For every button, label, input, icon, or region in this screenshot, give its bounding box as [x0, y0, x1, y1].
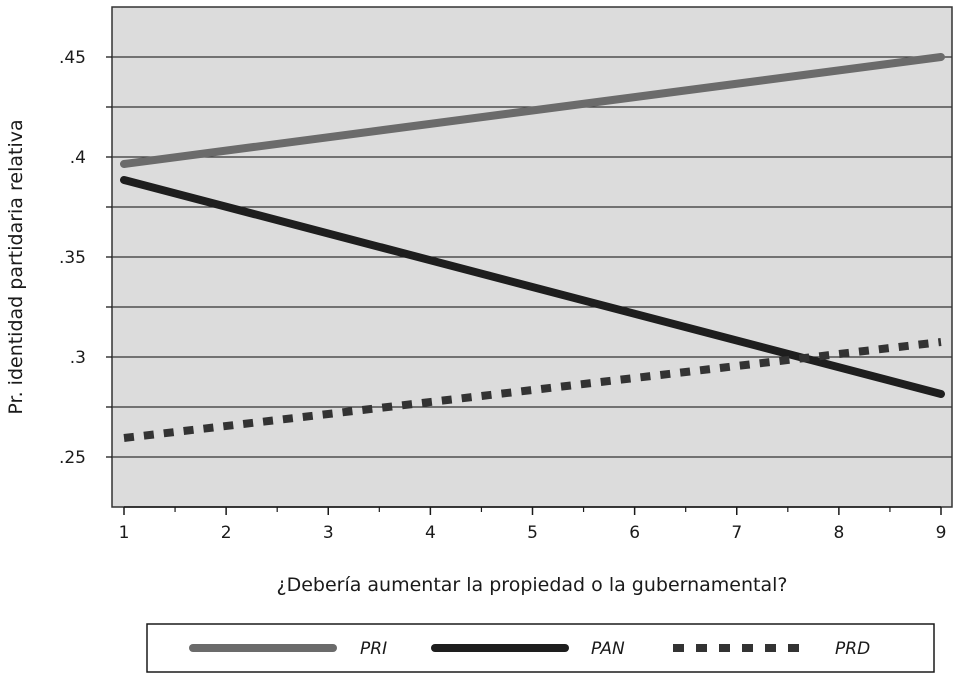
- y-tick-label: .45: [59, 48, 86, 68]
- x-tick-label: 6: [629, 523, 640, 543]
- x-tick-label: 1: [119, 523, 130, 543]
- legend-label-pan: PAN: [591, 639, 625, 659]
- x-tick-label: 2: [221, 523, 232, 543]
- y-axis-label: Pr. identidad partidaria relativa: [5, 119, 27, 414]
- x-tick-label: 5: [527, 523, 538, 543]
- legend-label-prd: PRD: [835, 639, 870, 659]
- y-tick-label: .3: [70, 348, 86, 368]
- x-tick-label: 7: [731, 523, 742, 543]
- series-line-pri: [120, 53, 945, 168]
- x-tick-label: 3: [323, 523, 334, 543]
- x-tick-label: 8: [833, 523, 844, 543]
- y-tick-label: .35: [59, 248, 86, 268]
- x-axis: 1 2 3 4 5 6 7 8 9: [119, 506, 947, 543]
- legend: PRI PAN PRD: [189, 639, 870, 659]
- y-axis: .25 .3 .35 .4 .45: [59, 48, 112, 468]
- grid-lines: [112, 56, 952, 458]
- series-lines: [120, 53, 945, 442]
- y-tick-label: .25: [59, 448, 86, 468]
- x-tick-label: 4: [425, 523, 436, 543]
- y-tick-label: .4: [70, 148, 86, 168]
- x-tick-label: 9: [936, 523, 947, 543]
- series-line-prd: [123, 338, 942, 442]
- legend-label-pri: PRI: [360, 639, 387, 659]
- x-axis-label: ¿Debería aumentar la propiedad o la gube…: [276, 574, 787, 596]
